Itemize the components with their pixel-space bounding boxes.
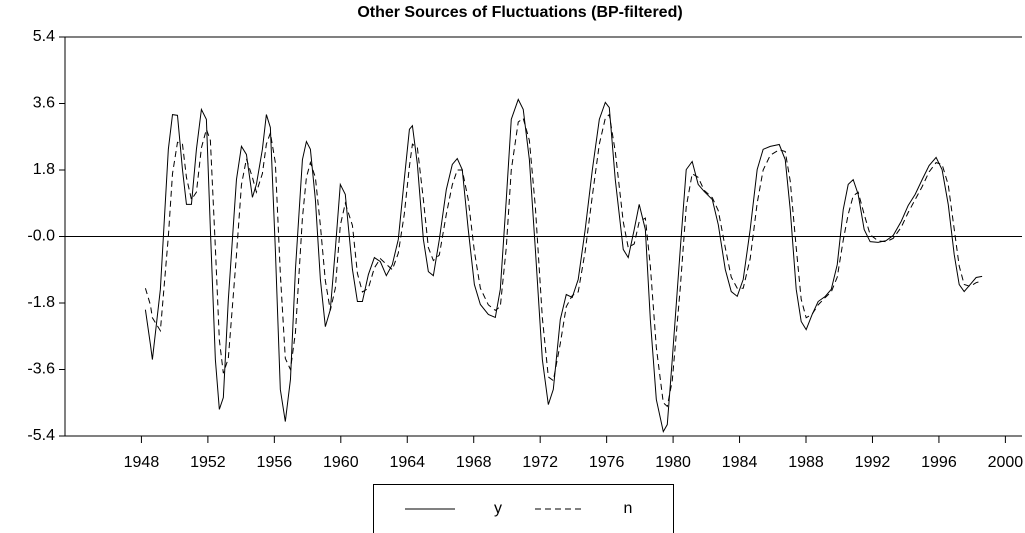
x-tick-label: 1984 xyxy=(722,454,758,471)
y-tick-label: 1.8 xyxy=(33,161,55,178)
y-tick-label: -0.0 xyxy=(27,228,55,245)
x-tick-label: 1948 xyxy=(124,454,160,471)
legend-label: n xyxy=(624,500,633,517)
x-tick-label: 1964 xyxy=(389,454,425,471)
series-line xyxy=(144,98,983,433)
x-tick-label: 1976 xyxy=(589,454,625,471)
x-tick-label: 1968 xyxy=(456,454,492,471)
legend-label: y xyxy=(494,500,502,517)
x-tick-label: 1960 xyxy=(323,454,359,471)
x-tick-label: 1952 xyxy=(190,454,226,471)
y-tick-label: -5.4 xyxy=(27,427,55,444)
x-tick-label: 2000 xyxy=(988,454,1024,471)
x-tick-label: 1956 xyxy=(257,454,293,471)
x-tick-label: 1996 xyxy=(921,454,957,471)
y-tick-label: 3.6 xyxy=(33,95,55,112)
series-line xyxy=(144,113,983,408)
y-tick-label: -1.8 xyxy=(27,294,55,311)
x-tick-label: 1992 xyxy=(855,454,891,471)
x-tick-label: 1988 xyxy=(788,454,824,471)
chart-title: Other Sources of Fluctuations (BP-filter… xyxy=(357,4,682,21)
x-tick-label: 1980 xyxy=(655,454,691,471)
y-tick-label: 5.4 xyxy=(33,28,55,45)
y-tick-label: -3.6 xyxy=(27,361,55,378)
x-tick-label: 1972 xyxy=(522,454,558,471)
